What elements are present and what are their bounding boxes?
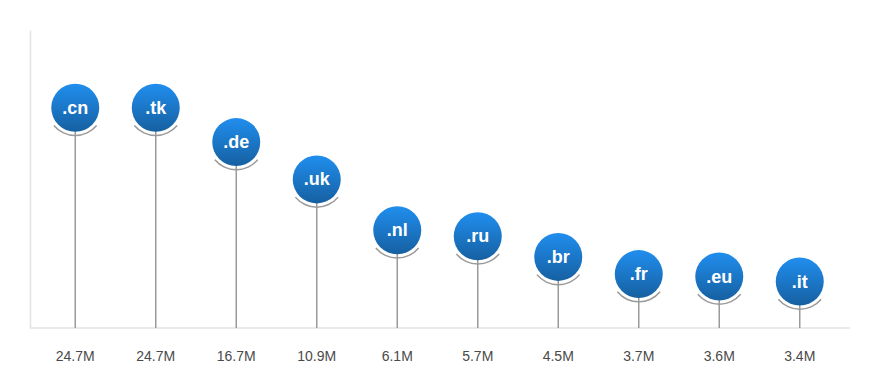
category-label: .br (547, 247, 570, 267)
bubble (534, 233, 582, 281)
bubble (454, 212, 502, 260)
category-label: .cn (62, 98, 88, 118)
category-label: .nl (387, 220, 408, 240)
x-axis-line (30, 327, 850, 329)
bubble (132, 84, 180, 132)
category-label: .uk (304, 169, 331, 189)
category-label: .it (792, 272, 808, 292)
bubble (373, 206, 421, 254)
data-label: 3.6M (704, 348, 735, 364)
category-label: .eu (706, 267, 732, 287)
bubble (695, 253, 743, 301)
data-label: 16.7M (217, 348, 256, 364)
chart: .cn.tk.de.uk.nl.ru.br.fr.eu.it24.7M24.7M… (0, 0, 880, 380)
data-label: 24.7M (56, 348, 95, 364)
bubble (51, 84, 99, 132)
data-label: 3.4M (784, 348, 815, 364)
bubble (615, 250, 663, 298)
stick (155, 108, 157, 328)
stick (75, 108, 77, 328)
category-label: .ru (466, 226, 489, 246)
y-axis-line (30, 31, 32, 329)
y-axis (30, 31, 31, 329)
bubble (776, 258, 824, 306)
category-labels: .cn .tk .de .uk .nl .ru .br .fr .eu .it (62, 98, 808, 292)
data-label: 10.9M (297, 348, 336, 364)
category-label: .de (223, 132, 249, 152)
category-label: .tk (145, 98, 167, 118)
bubble (212, 118, 260, 166)
category-label: .fr (630, 264, 648, 284)
data-label: 24.7M (136, 348, 175, 364)
data-label: 3.7M (623, 348, 654, 364)
data-label: 5.7M (462, 348, 493, 364)
data-label: 6.1M (382, 348, 413, 364)
data-labels: 24.7M 24.7M 16.7M 10.9M 6.1M 5.7M 4.5M 3.7M 3.6M… (56, 348, 816, 364)
data-label: 4.5M (543, 348, 574, 364)
marks (51, 84, 824, 328)
bubble (293, 155, 341, 203)
